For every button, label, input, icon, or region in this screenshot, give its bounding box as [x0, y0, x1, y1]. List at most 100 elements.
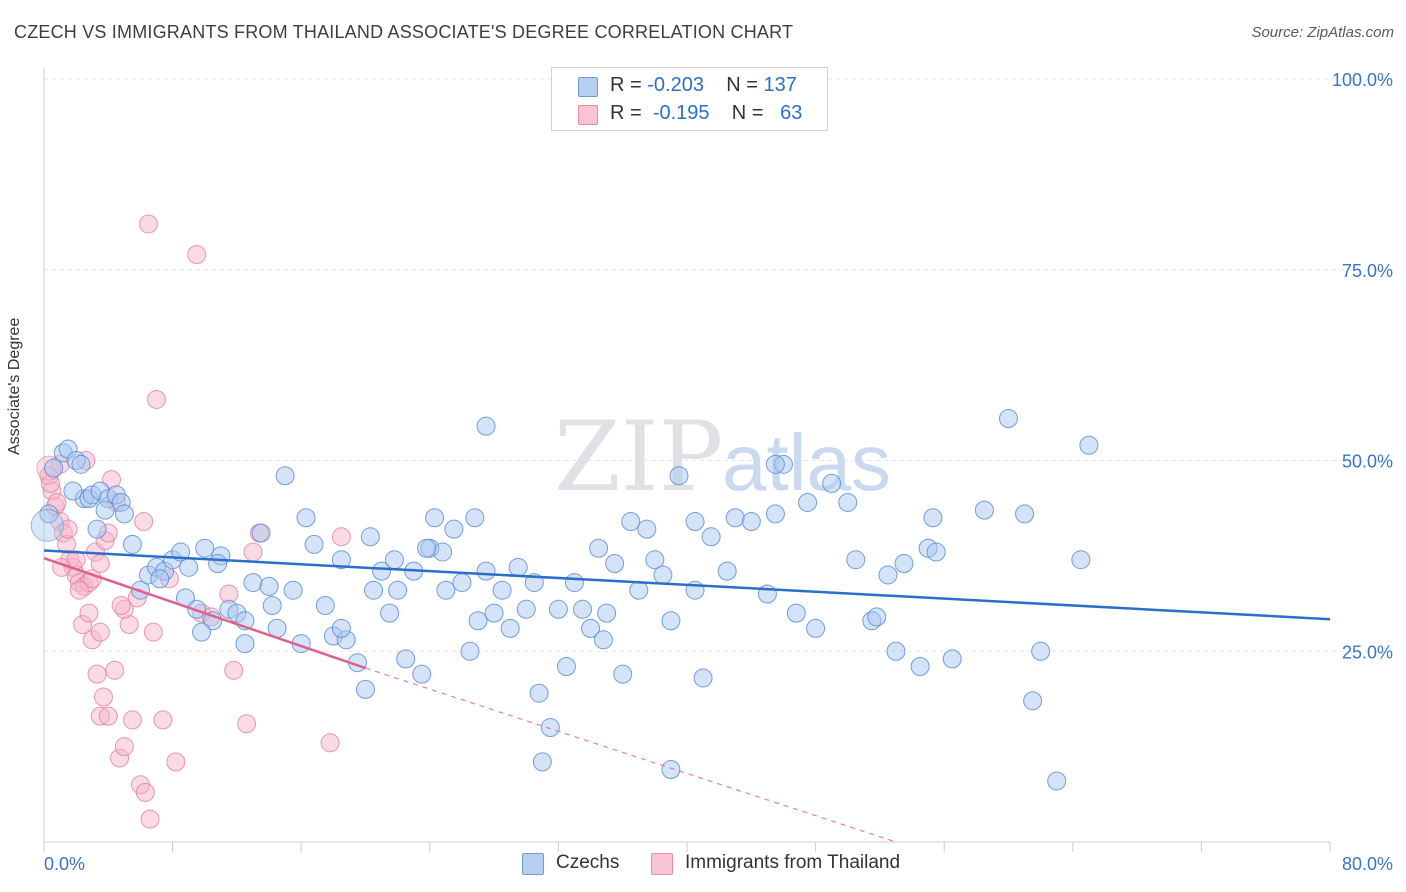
thai-point-55	[90, 622, 110, 642]
czech-point-45	[356, 679, 375, 699]
czech-point-36	[283, 580, 303, 600]
czech-point-62	[476, 561, 496, 581]
czech-point-119	[1071, 550, 1091, 570]
czech-point-81	[629, 580, 649, 600]
legend-text-czech: R = -0.203 N = 137	[610, 74, 797, 97]
thai-point-62	[111, 595, 131, 615]
thai-point-28	[114, 737, 134, 757]
czech-point-63	[484, 603, 504, 623]
czech-point-59	[452, 573, 472, 593]
czech-point-111	[926, 542, 946, 562]
czech-point-74	[573, 599, 593, 619]
czech-point-122	[765, 454, 785, 474]
czech-point-51	[396, 649, 416, 669]
thai-point-38	[153, 710, 173, 730]
y-tick-label-25: 25.0%	[1342, 642, 1393, 662]
legend-n-value-czech: 137	[763, 74, 797, 96]
czech-point-125	[331, 618, 351, 638]
legend-r-value-thai: -0.195	[652, 102, 710, 124]
czech-point-46	[360, 527, 380, 547]
czech-point-110	[923, 508, 943, 528]
czech-point-132	[150, 569, 170, 589]
czech-point-130	[63, 481, 83, 501]
czech-point-25	[195, 538, 215, 558]
bottom-legend-swatch-czech	[522, 853, 544, 875]
y-tick-label-100: 100.0%	[1332, 70, 1393, 90]
czech-point-1	[44, 458, 64, 478]
czech-point-42	[331, 550, 351, 570]
x-tick-label-80: 80.0%	[1342, 854, 1393, 874]
thai-point-25	[98, 706, 118, 726]
czech-point-76	[589, 538, 609, 558]
thai-point-30	[122, 710, 142, 730]
czech-points	[30, 409, 1099, 791]
czech-point-69	[532, 752, 552, 772]
legend-n-label-thai: N =	[731, 102, 764, 124]
czech-point-102	[846, 550, 866, 570]
thai-point-20	[79, 603, 99, 623]
thai-point-46	[243, 542, 263, 562]
czech-point-108	[910, 657, 930, 677]
czech-point-83	[645, 550, 665, 570]
czech-point-120	[1079, 435, 1099, 455]
thai-point-35	[138, 214, 158, 234]
czech-point-80	[621, 512, 641, 532]
thai-point-48	[320, 733, 340, 753]
czech-point-97	[786, 603, 806, 623]
chart-title: CZECH VS IMMIGRANTS FROM THAILAND ASSOCI…	[14, 22, 794, 42]
czech-point-135	[460, 641, 480, 661]
czech-point-89	[693, 668, 713, 688]
bottom-legend-label-thai: Immigrants from Thailand	[685, 852, 901, 873]
czech-point-85	[661, 611, 681, 631]
czech-point-48	[372, 561, 392, 581]
legend-n-value-thai: 63	[780, 102, 803, 124]
czech-point-93	[741, 512, 761, 532]
czech-point-58	[444, 519, 464, 539]
legend-swatch-thai	[578, 105, 598, 125]
czech-point-86	[669, 466, 689, 486]
czech-point-64	[492, 580, 512, 600]
thai-point-24	[93, 687, 113, 707]
legend-swatch-czech	[578, 77, 598, 97]
tick-labels: 100.0% 75.0% 50.0% 25.0% 0.0% 80.0%	[44, 70, 1393, 874]
y-tick-label-50: 50.0%	[1342, 452, 1393, 472]
czech-point-9	[87, 519, 107, 539]
czech-point-133	[262, 595, 282, 615]
legend-text-thai: R = -0.195 N = 63	[610, 102, 802, 125]
czech-point-70	[540, 718, 560, 738]
thai-point-39	[166, 752, 186, 772]
czech-point-131	[95, 500, 115, 520]
czech-trendline	[43, 549, 1331, 621]
thai-point-22	[87, 664, 107, 684]
czech-point-78	[605, 554, 625, 574]
grid-lines	[44, 78, 1392, 652]
legend-r-value-czech: -0.203	[647, 74, 704, 96]
czech-point-77	[597, 603, 617, 623]
thai-point-14	[90, 554, 110, 574]
czech-point-55	[425, 508, 445, 528]
czech-point-128	[192, 622, 212, 642]
czech-point-134	[384, 550, 404, 570]
czech-point-113	[974, 500, 994, 520]
czech-point-31	[243, 573, 263, 593]
czech-point-39	[304, 534, 324, 554]
czech-point-50	[388, 580, 408, 600]
czech-point-14	[114, 504, 134, 524]
czech-point-91	[717, 561, 737, 581]
czech-point-127	[208, 554, 228, 574]
bottom-legend-swatch-thai	[651, 853, 673, 875]
czech-point-98	[798, 492, 818, 512]
czech-point-106	[886, 641, 906, 661]
czech-point-47	[364, 580, 384, 600]
czech-point-15	[122, 534, 142, 554]
czech-point-121	[476, 416, 496, 436]
y-axis-label: Associate's Degree	[6, 317, 23, 455]
legend-r-label-thai: R =	[610, 102, 642, 124]
czech-point-57	[436, 580, 456, 600]
thai-point-37	[147, 389, 167, 409]
czech-point-112	[942, 649, 962, 669]
czech-point-33	[259, 576, 279, 596]
czech-point-38	[296, 508, 316, 528]
czech-point-79	[613, 664, 633, 684]
czech-point-71	[548, 599, 568, 619]
